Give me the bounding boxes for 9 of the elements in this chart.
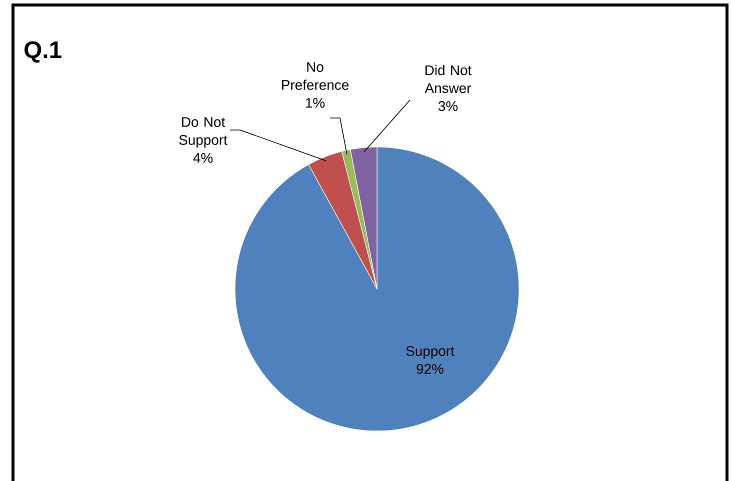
data-label: 4% [193,152,213,163]
slice-label: Did Not Answer [424,64,472,94]
slice-label: No Preference [282,62,348,90]
data-label: 3% [438,101,458,112]
slice-label: Support [406,346,454,359]
data-label: 92% [416,364,444,374]
chart-title: Q.1 [24,41,62,63]
slice-label: Do Not Support [179,117,228,148]
data-label: 1% [306,98,325,108]
